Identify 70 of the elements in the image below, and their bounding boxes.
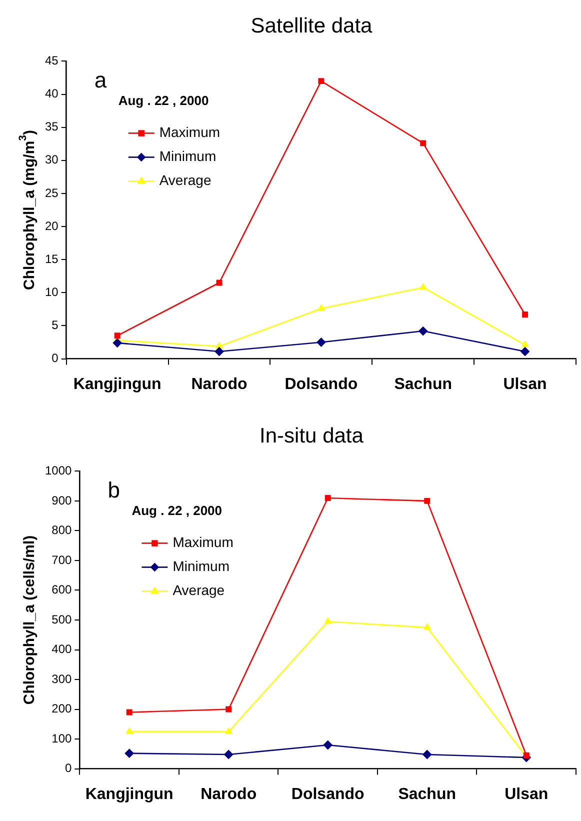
y-tick-label: 500 bbox=[52, 612, 72, 626]
x-tick-label: Sachun bbox=[394, 376, 452, 393]
legend-label: Minimum bbox=[172, 558, 230, 574]
point bbox=[422, 750, 432, 760]
y-tick-label: 20 bbox=[44, 218, 59, 233]
y-tick-label: 100 bbox=[52, 731, 72, 746]
point bbox=[420, 140, 426, 146]
y-tick-label: 0 bbox=[52, 351, 59, 366]
y-tick-label: 35 bbox=[44, 120, 59, 134]
point bbox=[318, 78, 324, 84]
y-tick-label: 700 bbox=[52, 552, 72, 567]
legend-label: Average bbox=[172, 582, 225, 598]
x-tick-label: Sachun bbox=[398, 786, 456, 803]
chart-title: Satellite data bbox=[250, 14, 373, 38]
point bbox=[522, 340, 529, 348]
point bbox=[324, 495, 331, 501]
x-tick-label: Kangjingun bbox=[85, 786, 174, 803]
point bbox=[520, 347, 530, 356]
point bbox=[112, 338, 122, 348]
x-tick-label: Dolsando bbox=[291, 786, 365, 803]
x-tick-label: Kangjingun bbox=[73, 376, 162, 393]
y-tick-label: 200 bbox=[52, 702, 72, 716]
legend-label: Maximum bbox=[172, 534, 234, 550]
legend-label: Minimum bbox=[159, 148, 216, 164]
legend-title: Aug . 22 , 2000 bbox=[118, 92, 209, 108]
chart-title: In-situ data bbox=[260, 424, 364, 448]
point bbox=[522, 312, 528, 318]
y-tick-label: 15 bbox=[44, 252, 59, 266]
point bbox=[424, 623, 431, 630]
point bbox=[318, 304, 325, 311]
y-axis-title: Chlorophyll_a (mg/m3) bbox=[17, 130, 38, 290]
point bbox=[126, 709, 132, 716]
point bbox=[126, 728, 133, 734]
annotation: b bbox=[108, 477, 120, 502]
point bbox=[226, 706, 232, 712]
y-tick-label: 400 bbox=[52, 642, 72, 656]
y-tick-label: 45 bbox=[44, 54, 59, 68]
y-tick-label: 25 bbox=[44, 186, 59, 200]
point bbox=[114, 332, 120, 339]
point bbox=[324, 617, 332, 624]
point bbox=[420, 283, 427, 290]
y-tick-label: 40 bbox=[44, 86, 59, 101]
y-tick-label: 1000 bbox=[44, 464, 72, 478]
point bbox=[424, 498, 430, 504]
y-tick-label: 300 bbox=[52, 672, 72, 686]
annotation: a bbox=[94, 67, 108, 92]
y-tick-label: 900 bbox=[52, 493, 72, 508]
legend-label: Average bbox=[159, 172, 212, 188]
y-axis-title: Chlorophyll_a (cells/ml) bbox=[21, 535, 38, 705]
point bbox=[418, 326, 428, 336]
x-tick-label: Narodo bbox=[200, 786, 257, 803]
y-tick-label: 30 bbox=[44, 152, 59, 167]
point bbox=[124, 748, 134, 758]
point bbox=[316, 338, 326, 347]
point bbox=[216, 342, 223, 348]
point bbox=[214, 347, 224, 356]
x-tick-label: Ulsan bbox=[504, 786, 548, 803]
point bbox=[225, 728, 232, 734]
x-tick-label: Ulsan bbox=[503, 376, 547, 393]
y-tick-label: 10 bbox=[44, 284, 59, 299]
x-tick-label: Narodo bbox=[191, 376, 248, 393]
point bbox=[224, 750, 234, 760]
legend-title: Aug . 22 , 2000 bbox=[132, 502, 222, 518]
y-tick-label: 5 bbox=[52, 318, 59, 332]
point bbox=[323, 740, 332, 750]
y-tick-label: 0 bbox=[65, 761, 72, 776]
x-tick-label: Dolsando bbox=[284, 376, 358, 393]
y-tick-label: 800 bbox=[52, 523, 72, 538]
legend-label: Maximum bbox=[159, 124, 220, 140]
y-tick-label: 600 bbox=[52, 582, 72, 597]
